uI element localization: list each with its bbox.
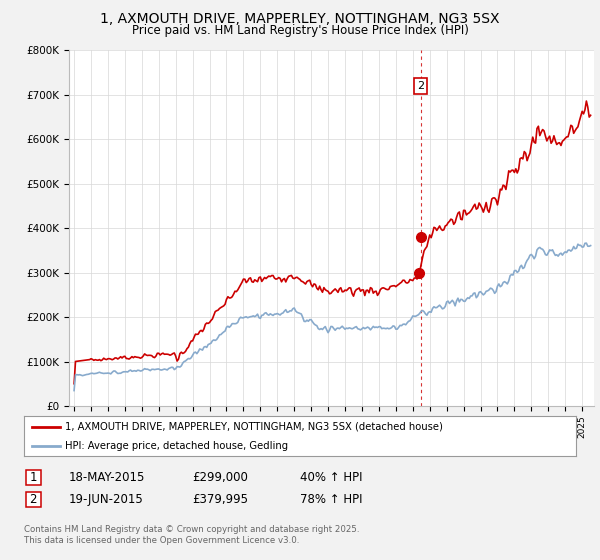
Text: 1: 1 — [29, 470, 37, 484]
Text: 1, AXMOUTH DRIVE, MAPPERLEY, NOTTINGHAM, NG3 5SX: 1, AXMOUTH DRIVE, MAPPERLEY, NOTTINGHAM,… — [100, 12, 500, 26]
Text: 2: 2 — [417, 81, 424, 91]
Text: 78% ↑ HPI: 78% ↑ HPI — [300, 493, 362, 506]
Text: £379,995: £379,995 — [192, 493, 248, 506]
Text: HPI: Average price, detached house, Gedling: HPI: Average price, detached house, Gedl… — [65, 441, 289, 450]
Text: 40% ↑ HPI: 40% ↑ HPI — [300, 470, 362, 484]
Text: Price paid vs. HM Land Registry's House Price Index (HPI): Price paid vs. HM Land Registry's House … — [131, 24, 469, 37]
Text: 1, AXMOUTH DRIVE, MAPPERLEY, NOTTINGHAM, NG3 5SX (detached house): 1, AXMOUTH DRIVE, MAPPERLEY, NOTTINGHAM,… — [65, 422, 443, 432]
Text: 19-JUN-2015: 19-JUN-2015 — [69, 493, 144, 506]
Text: 18-MAY-2015: 18-MAY-2015 — [69, 470, 145, 484]
Text: £299,000: £299,000 — [192, 470, 248, 484]
Text: Contains HM Land Registry data © Crown copyright and database right 2025.
This d: Contains HM Land Registry data © Crown c… — [24, 525, 359, 545]
Text: 2: 2 — [29, 493, 37, 506]
